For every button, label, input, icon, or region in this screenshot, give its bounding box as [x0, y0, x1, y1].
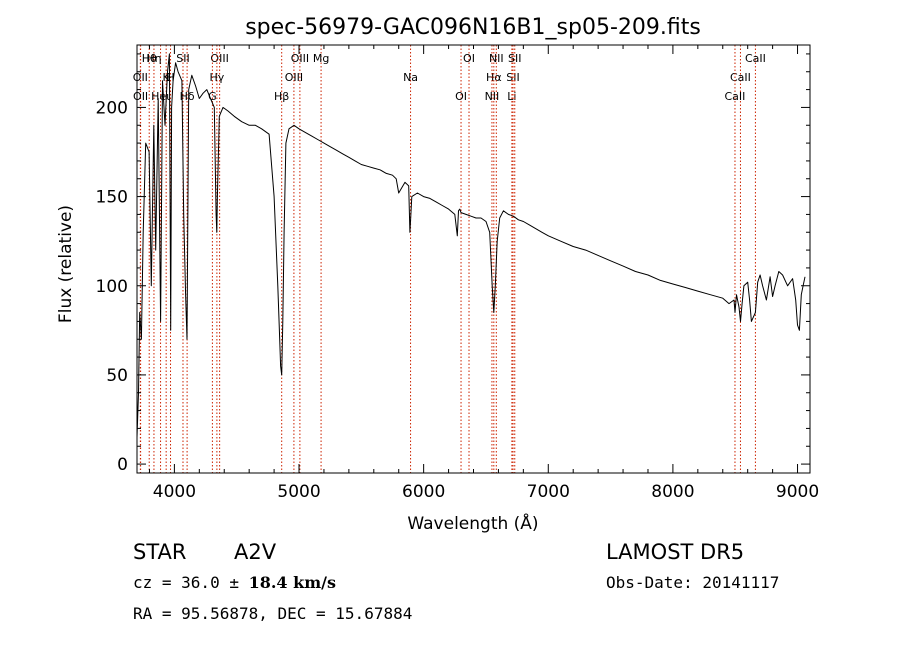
spectral-line-markers: HθKHδOIIIOIIHeιSIIHγOIIHηHGOIIIOIIIHβMgN…	[133, 45, 766, 473]
axes: 4000 5000 6000 7000 8000 9000 0 50 100 150 200	[96, 45, 819, 502]
line-label: CaII	[730, 71, 751, 84]
line-label: NII	[485, 90, 500, 103]
line-label: H	[166, 71, 174, 84]
line-label: CaII	[725, 90, 746, 103]
line-label: OIII	[291, 52, 309, 65]
plot-frame	[136, 44, 811, 474]
spectral-subclass: A2V	[234, 540, 277, 564]
x-tick-label: 7000	[527, 482, 570, 502]
x-tick-label: 8000	[651, 482, 694, 502]
line-label: Hθ	[142, 52, 157, 65]
line-label: OII	[133, 90, 148, 103]
observation-date: Obs-Date: 20141117	[606, 573, 780, 592]
spectrum-line	[136, 53, 806, 438]
line-label: SII	[508, 52, 521, 65]
line-label: NII	[489, 52, 504, 65]
line-label: K	[163, 71, 171, 84]
line-label: Hγ	[209, 71, 224, 84]
line-label: Na	[403, 71, 418, 84]
y-tick-label: 0	[117, 455, 128, 475]
line-label: OIII	[210, 52, 228, 65]
redshift-prefix: cz = 36.0 ±	[133, 573, 249, 592]
redshift-value: 18.4 km/s	[248, 573, 336, 592]
line-label: Mg	[313, 52, 329, 65]
line-label: G	[208, 90, 217, 103]
line-label: SII	[176, 52, 189, 65]
y-tick-label: 150	[96, 188, 128, 208]
survey-name: LAMOST DR5	[606, 540, 745, 564]
coordinates: RA = 95.56878, DEC = 15.67884	[133, 604, 413, 623]
chart-title: spec-56979-GAC096N16B1_sp05-209.fits	[245, 15, 701, 40]
line-label: CaII	[745, 52, 766, 65]
line-label: OIII	[285, 71, 303, 84]
x-tick-label: 6000	[402, 482, 445, 502]
y-tick-label: 200	[96, 98, 128, 118]
spectrum-series	[136, 53, 806, 438]
x-tick-label: 9000	[776, 482, 819, 502]
line-label: Hδ	[180, 90, 195, 103]
line-label: Heι	[151, 90, 170, 103]
x-tick-label: 5000	[277, 482, 320, 502]
y-axis-label: Flux (relative)	[56, 205, 76, 323]
y-tick-label: 100	[96, 277, 128, 297]
line-label: SII	[506, 71, 519, 84]
line-label: Hβ	[274, 90, 289, 103]
y-tick-label: 50	[106, 366, 128, 386]
object-type: STAR	[133, 540, 187, 564]
x-axis-label: Wavelength (Å)	[407, 512, 538, 534]
line-label: Hη	[146, 52, 161, 65]
line-label: OI	[463, 52, 475, 65]
line-label: Hα	[486, 71, 502, 84]
line-label: OI	[455, 90, 467, 103]
line-label: Li	[507, 90, 516, 103]
redshift-readout: cz = 36.0 ± 18.4 km/s	[133, 573, 336, 592]
x-tick-label: 4000	[153, 482, 196, 502]
